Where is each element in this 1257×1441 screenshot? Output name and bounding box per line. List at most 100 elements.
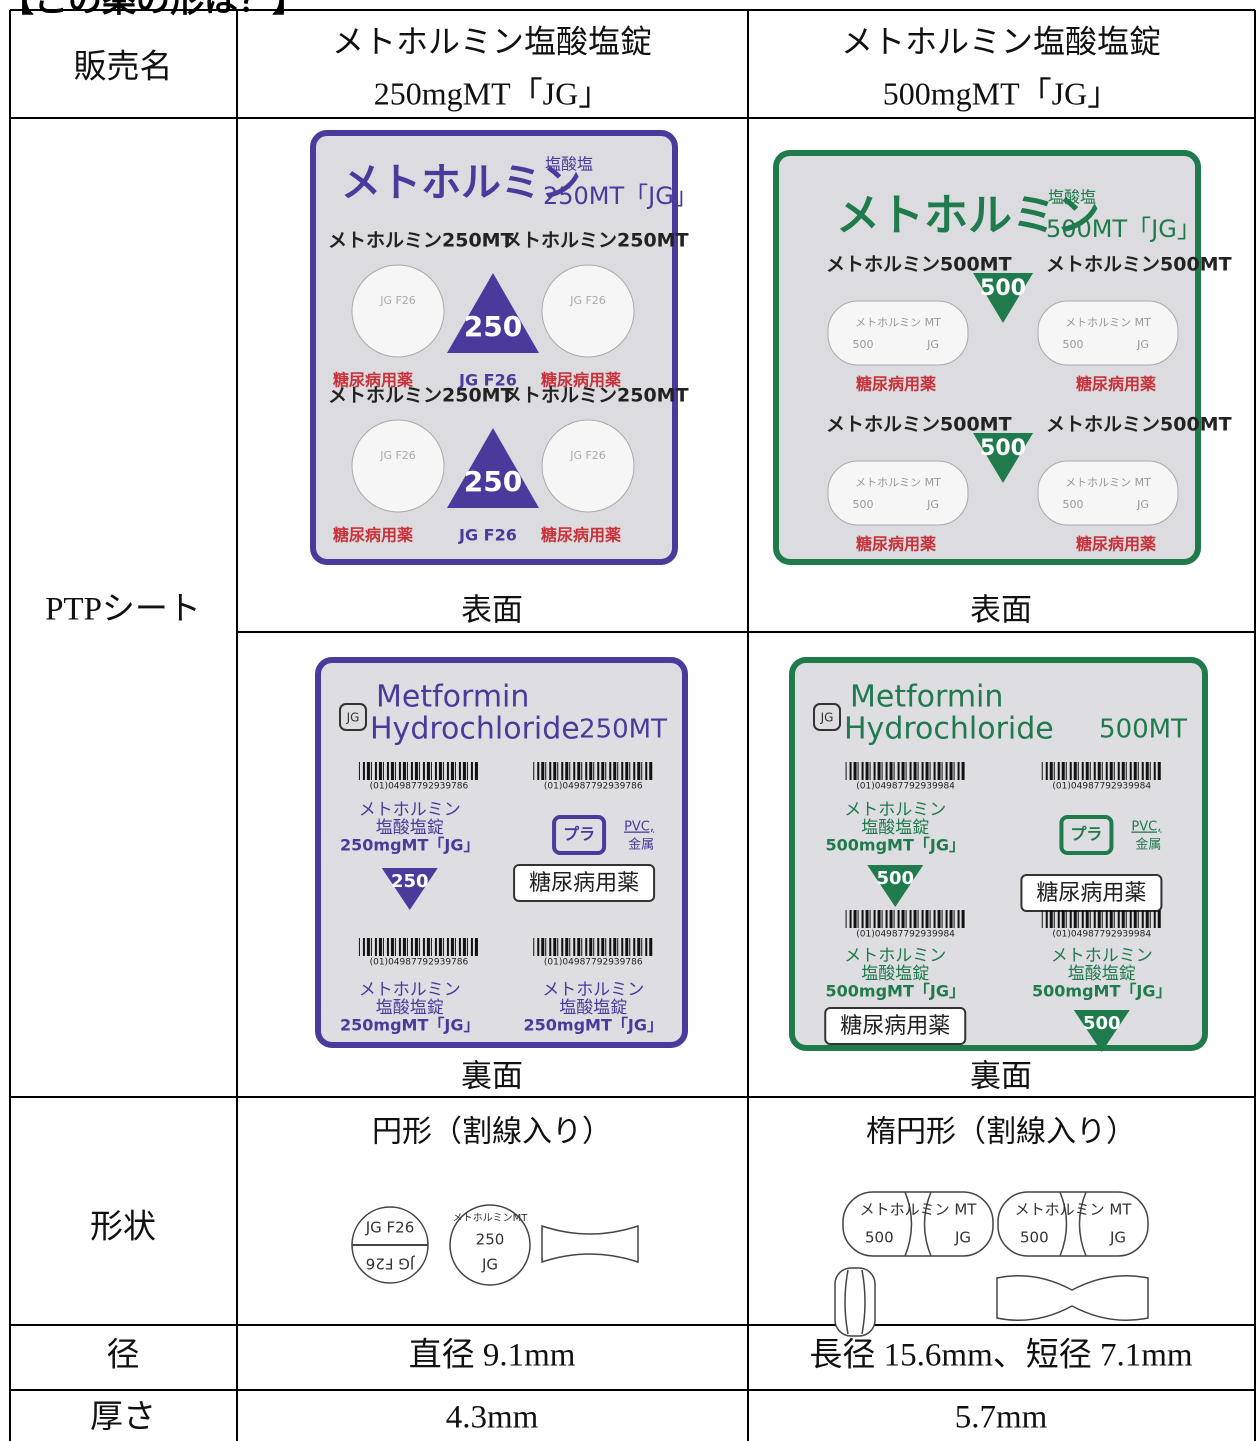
barcode-bar — [893, 762, 895, 780]
pill-text: メトホルミン MT — [855, 316, 941, 329]
badge-text: 250 — [464, 465, 522, 498]
barcode-bar — [557, 938, 559, 956]
barcode-bar — [945, 762, 948, 780]
barcode-number: (01)04987792939786 — [370, 782, 469, 792]
barcode-bar — [1113, 762, 1115, 780]
barcode-bar — [613, 762, 617, 780]
barcode-bar — [370, 938, 372, 956]
barcode-bar — [426, 938, 430, 956]
barcode-bar — [933, 910, 936, 928]
row-label: 形状 — [90, 1209, 156, 1246]
barcode-bar — [609, 762, 612, 780]
imprint: JG — [481, 1256, 498, 1274]
row-label: 径 — [107, 1337, 140, 1374]
shape-text: 円形（割線入り） — [372, 1115, 612, 1150]
imprint: メトホルミンMT — [453, 1212, 529, 1224]
pill — [1037, 300, 1179, 366]
barcode-bar — [1137, 910, 1139, 928]
barcode-bar — [398, 938, 401, 956]
barcode-bar — [442, 762, 444, 780]
barcode-bar — [1085, 910, 1089, 928]
barcode-bar — [861, 762, 864, 780]
barcode-bar — [905, 762, 907, 780]
barcode-bar — [621, 938, 624, 956]
strength-en: 500MT — [1099, 715, 1187, 745]
barcode-bar — [454, 938, 456, 956]
badge — [867, 865, 924, 907]
row-text: メトホルミン250MT — [503, 230, 689, 252]
barcode-bar — [909, 762, 912, 780]
barcode-bar — [1045, 910, 1048, 928]
barcode-bar — [430, 938, 432, 956]
barcode-bar — [617, 938, 619, 956]
barcode-bar — [1097, 910, 1101, 928]
barcode-bar — [873, 910, 876, 928]
sheet — [789, 657, 1208, 1051]
barcode-bar — [925, 910, 929, 928]
barcode-bar — [362, 938, 365, 956]
brand: メトホルミン — [836, 190, 1100, 241]
barcode-bar — [1129, 762, 1132, 780]
thickness-text: 5.7mm — [955, 1400, 1048, 1436]
product-name: 250mgMT「JG」 — [374, 75, 610, 111]
barcode-bar — [593, 938, 595, 956]
barcode-bar — [573, 762, 576, 780]
barcode-bar — [953, 910, 955, 928]
barcode-bar — [549, 762, 552, 780]
barcode-bar — [897, 762, 900, 780]
barcode-bar — [853, 910, 857, 928]
recycle-mark — [1059, 815, 1114, 855]
barcode-bar — [605, 762, 607, 780]
barcode-bar — [957, 910, 960, 928]
barcode-bar — [470, 938, 473, 956]
badge-text: 250 — [464, 310, 522, 343]
score-line — [844, 1269, 866, 1335]
barcode-bar — [861, 910, 864, 928]
barcode-bar — [881, 910, 883, 928]
indication: 糖尿病用薬 — [541, 526, 622, 545]
barcode-bar — [458, 938, 461, 956]
image-caption: 表面 — [970, 593, 1032, 629]
indication-box — [824, 1007, 967, 1045]
barcode-bar — [597, 762, 600, 780]
barcode-bar — [917, 762, 919, 780]
barcode-bar — [869, 910, 871, 928]
pill-text: JG — [1136, 498, 1149, 511]
indication-box — [513, 864, 656, 902]
barcode-bar — [961, 910, 965, 928]
barcode-bar — [637, 938, 641, 956]
indication: 糖尿病用薬 — [856, 535, 937, 554]
barcode-bar — [581, 938, 583, 956]
score-line — [904, 1191, 932, 1257]
barcode-bar — [1041, 910, 1043, 928]
barcode-bar — [1153, 762, 1156, 780]
barcode-bar — [649, 762, 653, 780]
barcode-bar — [569, 762, 571, 780]
barcode-bar — [889, 910, 893, 928]
barcode-bar — [589, 938, 593, 956]
row-text: メトホルミン500MT — [826, 254, 1012, 276]
barcode-bar — [637, 762, 641, 780]
badge — [447, 273, 539, 353]
barcode-bar — [394, 938, 396, 956]
barcode-bar — [1081, 762, 1084, 780]
barcode-bar — [1077, 910, 1079, 928]
pill-text: JG F26 — [569, 449, 606, 462]
barcode-bar — [913, 762, 917, 780]
name-line: 500mgMT「JG」 — [1032, 982, 1171, 1001]
indication: 糖尿病用薬 — [856, 375, 937, 394]
name-line: メトホルミン — [1051, 946, 1153, 966]
indication: 糖尿病用薬 — [529, 871, 639, 896]
imprint: JG F26 — [458, 371, 517, 390]
indication-box — [1020, 874, 1163, 912]
barcode-bar — [1057, 910, 1060, 928]
barcode-bar — [569, 938, 571, 956]
barcode-bar — [537, 762, 540, 780]
barcode-bar — [442, 938, 444, 956]
barcode-bar — [1141, 910, 1144, 928]
barcode-bar — [1117, 762, 1120, 780]
barcode-bar — [937, 762, 941, 780]
